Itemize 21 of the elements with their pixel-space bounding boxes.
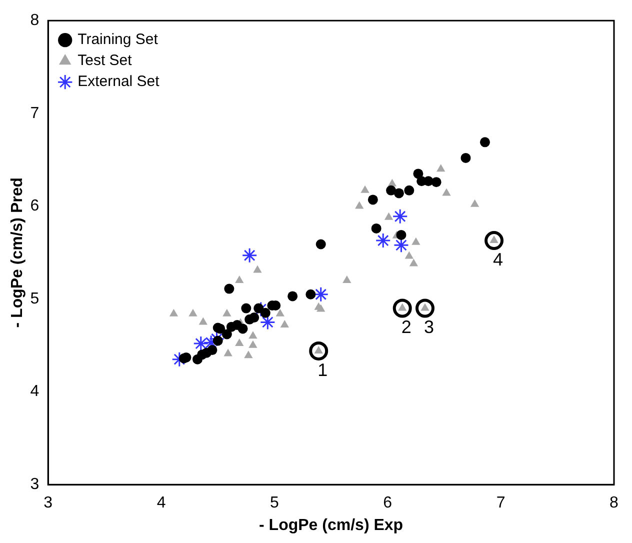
- y-tick-label: 5: [30, 290, 40, 308]
- x-tick-label: 8: [610, 494, 619, 512]
- y-tick-label: 6: [30, 198, 40, 215]
- y-tick-label: 8: [30, 12, 40, 30]
- x-tick-label: 5: [270, 494, 280, 512]
- legend-label: External Set: [78, 73, 160, 90]
- y-axis-title: - LogPe (cm/s) Pred: [9, 177, 26, 328]
- x-tick-label: 7: [496, 494, 506, 512]
- legend-label: Training Set: [78, 31, 159, 48]
- x-tick-label: 6: [383, 494, 392, 512]
- x-axis-title: - LogPe (cm/s) Exp: [259, 516, 404, 534]
- y-tick-label: 3: [30, 476, 40, 494]
- x-tick-label: 3: [44, 494, 53, 512]
- annotation: 4: [493, 250, 504, 270]
- x-tick-label: 4: [156, 494, 166, 512]
- annotation: 1: [318, 360, 328, 380]
- y-tick-label: 4: [30, 383, 40, 400]
- legend-label: Test Set: [78, 52, 133, 70]
- y-tick-label: 7: [30, 104, 40, 122]
- annotation: 3: [424, 317, 434, 338]
- annotation: 2: [401, 317, 412, 338]
